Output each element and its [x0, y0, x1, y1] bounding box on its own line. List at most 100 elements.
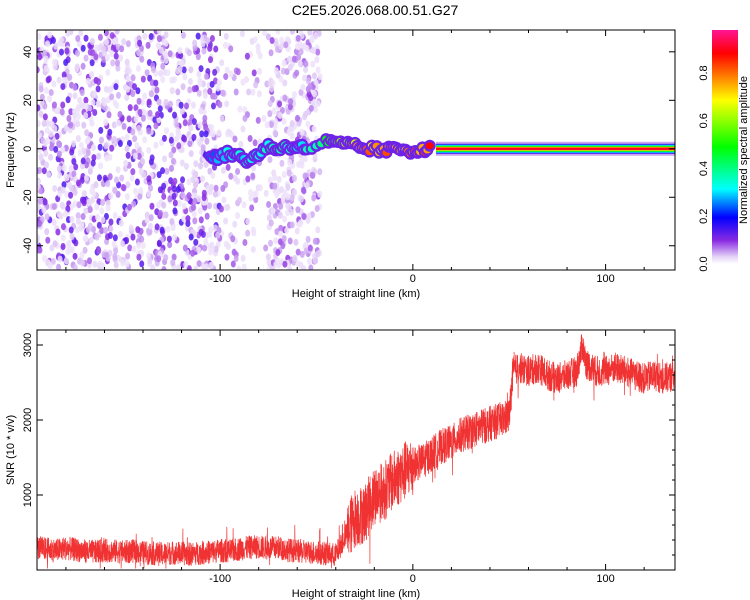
noise-mark: [37, 132, 42, 140]
noise-mark: [96, 247, 102, 255]
spectrogram-xlabel: Height of straight line (km): [292, 288, 420, 300]
noise-mark: [118, 219, 124, 227]
noise-mark: [84, 161, 90, 169]
noise-mark: [86, 257, 92, 265]
noise-mark: [252, 36, 258, 44]
noise-mark: [121, 184, 127, 192]
noise-mark: [192, 170, 198, 178]
noise-mark: [250, 88, 256, 96]
colorbar-tick-label: 0.0: [698, 256, 710, 271]
noise-mark: [46, 171, 52, 179]
noise-mark: [43, 161, 49, 169]
noise-mark: [274, 191, 280, 199]
noise-mark: [113, 261, 119, 269]
noise-mark: [315, 66, 321, 74]
noise-mark: [52, 125, 58, 133]
noise-mark: [105, 180, 111, 188]
noise-mark: [75, 212, 81, 220]
noise-mark: [289, 120, 295, 128]
noise-mark: [115, 119, 121, 127]
noise-mark: [132, 135, 138, 143]
noise-mark: [300, 83, 306, 91]
noise-mark: [287, 63, 293, 71]
noise-mark: [69, 148, 75, 156]
noise-mark: [139, 55, 145, 63]
noise-mark: [220, 185, 226, 193]
noise-mark: [267, 100, 273, 108]
noise-mark: [125, 252, 131, 260]
noise-mark: [119, 174, 125, 182]
noise-mark: [103, 118, 109, 126]
noise-mark: [212, 92, 218, 100]
noise-mark: [311, 194, 317, 202]
noise-mark: [60, 186, 66, 194]
noise-mark: [199, 130, 205, 138]
noise-mark: [242, 106, 248, 114]
noise-mark: [144, 211, 150, 219]
noise-mark: [192, 197, 198, 205]
noise-mark: [139, 260, 145, 268]
noise-mark: [125, 75, 131, 83]
noise-mark: [133, 115, 139, 123]
noise-mark: [124, 94, 130, 102]
noise-mark: [163, 56, 169, 64]
noise-mark: [196, 246, 202, 254]
noise-mark: [140, 114, 146, 122]
noise-mark: [268, 49, 274, 57]
noise-mark: [72, 200, 78, 208]
noise-mark: [286, 203, 292, 211]
noise-mark: [186, 192, 192, 200]
noise-mark: [277, 100, 283, 108]
noise-mark: [313, 32, 319, 40]
noise-mark: [72, 83, 78, 91]
noise-mark: [83, 102, 89, 110]
noise-mark: [56, 210, 62, 218]
noise-mark: [105, 204, 111, 212]
noise-mark: [96, 221, 102, 229]
noise-mark: [59, 108, 65, 116]
snr-xlabel: Height of straight line (km): [292, 588, 420, 600]
noise-mark: [78, 223, 84, 231]
noise-mark: [114, 59, 120, 67]
noise-mark: [270, 207, 276, 215]
noise-mark: [284, 226, 290, 234]
noise-mark: [248, 194, 254, 202]
noise-mark: [202, 92, 208, 100]
noise-mark: [72, 188, 78, 196]
noise-mark: [94, 203, 100, 211]
noise-mark: [48, 89, 54, 97]
noise-mark: [303, 247, 309, 255]
noise-mark: [257, 52, 263, 60]
noise-mark: [251, 164, 257, 172]
noise-mark: [58, 48, 64, 56]
noise-mark: [160, 62, 166, 70]
noise-mark: [144, 69, 150, 77]
noise-mark: [281, 59, 287, 67]
noise-mark: [38, 187, 44, 195]
noise-mark: [41, 120, 47, 128]
noise-mark: [98, 162, 104, 170]
colorbar-tick-label: 0.2: [698, 209, 710, 224]
noise-mark: [42, 113, 48, 121]
noise-mark: [148, 214, 154, 222]
noise-mark: [188, 233, 194, 241]
noise-mark: [64, 174, 70, 182]
noise-mark: [84, 137, 90, 145]
noise-mark: [163, 254, 169, 262]
noise-mark: [245, 217, 251, 225]
x-tick-label: 100: [596, 573, 614, 585]
noise-mark: [76, 201, 82, 209]
noise-mark: [167, 195, 173, 203]
noise-mark: [113, 83, 119, 91]
noise-mark: [279, 159, 285, 167]
noise-mark: [281, 235, 287, 243]
noise-mark: [66, 114, 72, 122]
y-tick-label: 40: [22, 46, 34, 58]
x-tick-label: 100: [596, 273, 614, 285]
noise-mark: [190, 203, 196, 211]
noise-mark: [285, 209, 291, 217]
noise-mark: [159, 226, 165, 234]
noise-mark: [147, 257, 153, 265]
noise-mark: [232, 220, 238, 228]
noise-mark: [56, 263, 62, 270]
